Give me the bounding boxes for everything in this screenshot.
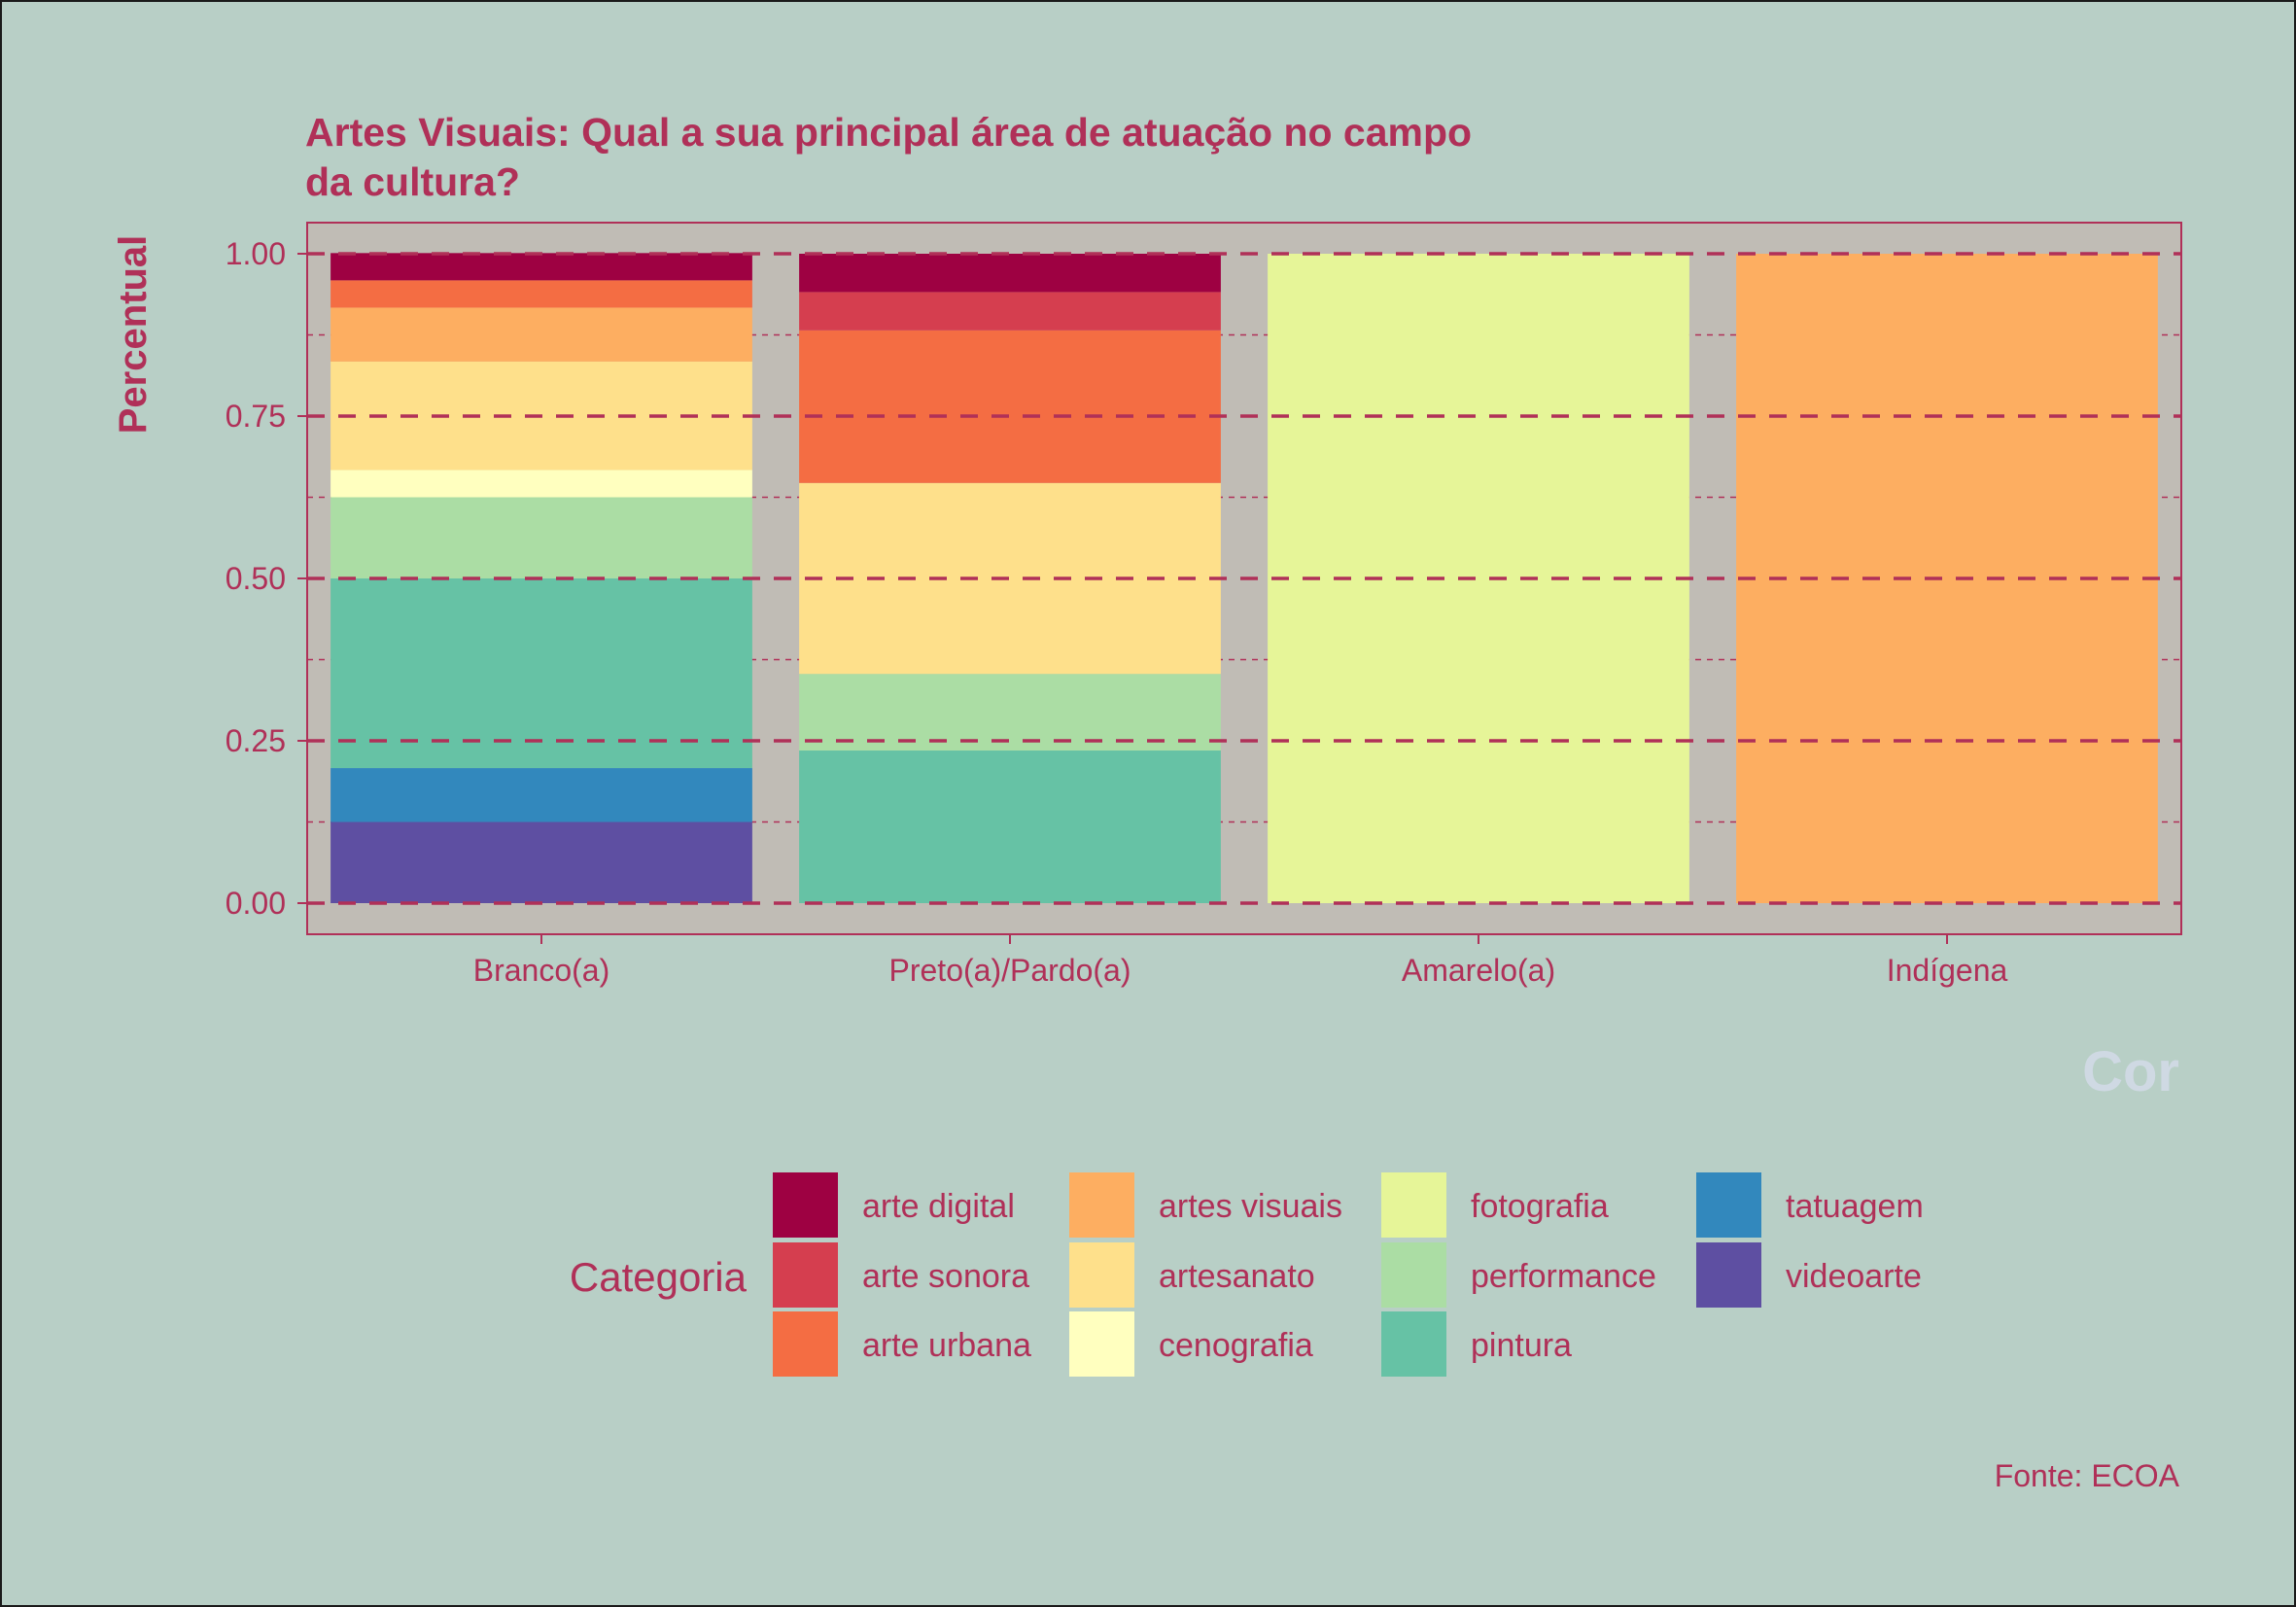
bar-segment (330, 470, 752, 498)
legend-label: videoarte (1786, 1258, 1922, 1295)
legend-swatch (773, 1311, 838, 1377)
y-tick-label: 1.00 (226, 236, 286, 271)
y-axis-title: Percentual (112, 235, 155, 435)
bar-segment (330, 497, 752, 578)
bar-segment (799, 254, 1221, 293)
legend-swatch (1069, 1242, 1134, 1308)
gridlines (307, 333, 2181, 823)
bar-segment (330, 821, 752, 903)
major-gridlines (307, 252, 2181, 905)
chart-caption: Fonte: ECOA (1995, 1458, 2180, 1493)
legend-swatch (773, 1172, 838, 1238)
legend-swatch (1696, 1242, 1761, 1308)
x-tick-label: Branco(a) (473, 953, 610, 988)
bar-segment (330, 280, 752, 308)
x-axis-ticks: Branco(a) Preto(a)/Pardo(a) Amarelo(a) Indí… (473, 934, 2008, 988)
x-tick-label: Indígena (1887, 953, 2008, 988)
legend-label: performance (1471, 1258, 1656, 1295)
legend-label: cenografia (1159, 1327, 1313, 1364)
legend-swatch (1381, 1242, 1446, 1308)
legend-swatch (1069, 1172, 1134, 1238)
legend: arte digital arte sonora arte urbana artes … (773, 1172, 1924, 1377)
legend-swatch (1069, 1311, 1134, 1377)
legend-label: arte urbana (862, 1327, 1031, 1364)
bar-segment (799, 674, 1221, 751)
x-tick-label: Preto(a)/Pardo(a) (889, 953, 1131, 988)
x-tick-label: Amarelo(a) (1402, 953, 1555, 988)
legend-label: arte digital (862, 1188, 1015, 1225)
y-tick-label: 0.25 (226, 723, 286, 758)
y-axis-ticks: 0.00 0.25 0.50 0.75 1.00 (226, 236, 307, 921)
legend-label: fotografia (1471, 1188, 1609, 1225)
bar-segment (799, 751, 1221, 903)
legend-swatch (1381, 1172, 1446, 1238)
bar-segment (330, 768, 752, 822)
x-axis-title: Cor (2082, 1040, 2179, 1103)
legend-swatch (1381, 1311, 1446, 1377)
legend-label: tatuagem (1786, 1188, 1924, 1225)
legend-swatch (773, 1242, 838, 1308)
legend-label: pintura (1471, 1327, 1572, 1364)
y-tick-label: 0.50 (226, 561, 286, 596)
legend-swatch (1696, 1172, 1761, 1238)
y-tick-label: 0.75 (226, 399, 286, 434)
bar-segment (330, 578, 752, 769)
chart-title-line-1: Artes Visuais: Qual a sua principal área… (305, 110, 1472, 155)
legend-title: Categoria (570, 1254, 748, 1300)
y-tick-label: 0.00 (226, 886, 286, 921)
bar-segment (799, 330, 1221, 483)
chart-title-line-2: da cultura? (305, 159, 520, 204)
legend-label: arte sonora (862, 1258, 1029, 1295)
bar-segment (330, 307, 752, 362)
bar-segment (330, 253, 752, 281)
bar-segment (799, 292, 1221, 331)
legend-label: artesanato (1159, 1258, 1315, 1295)
legend-label: artes visuais (1159, 1188, 1342, 1225)
